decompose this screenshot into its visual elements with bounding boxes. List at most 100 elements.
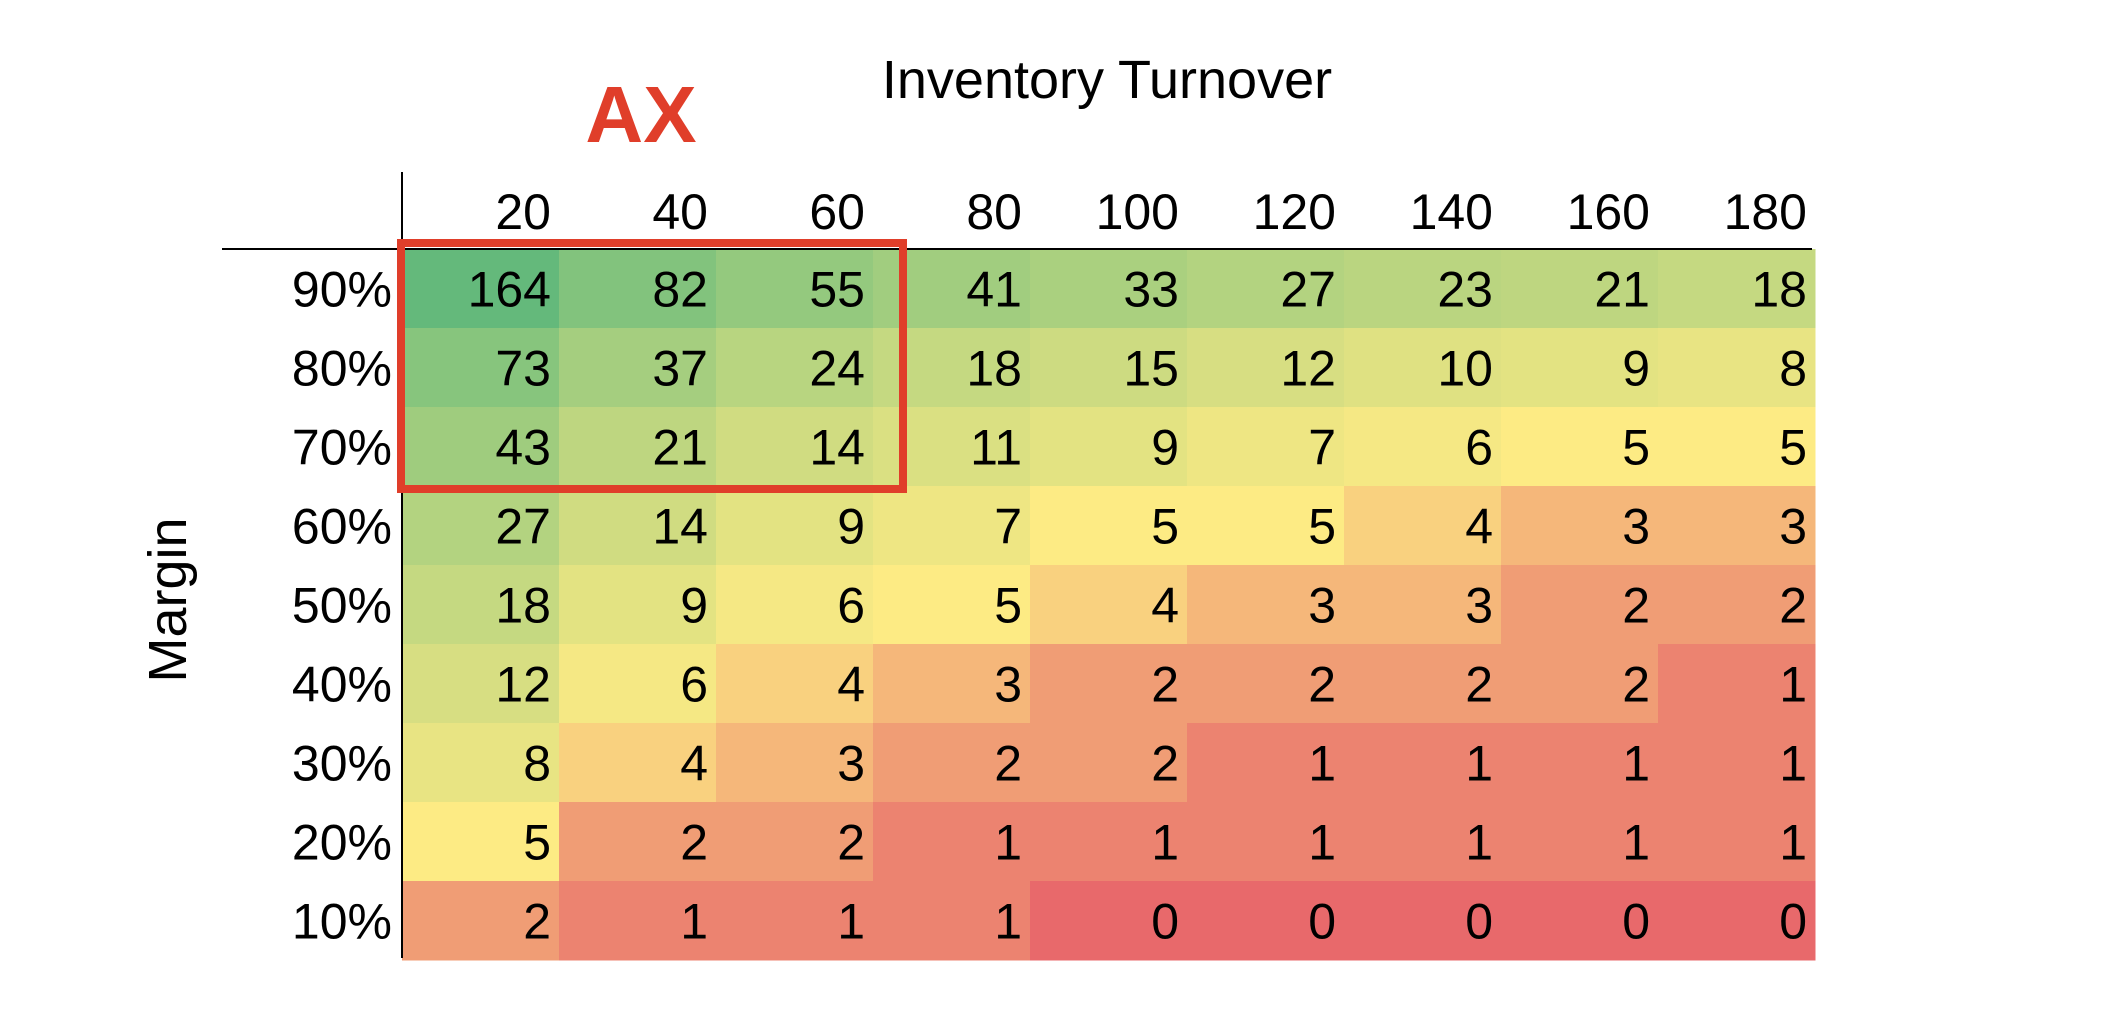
heatmap-cell (1344, 644, 1502, 724)
heatmap-cell (1344, 486, 1502, 566)
cell-value-label: 0 (1779, 894, 1807, 950)
cell-value-label: 18 (495, 578, 551, 634)
cell-value-label: 2 (994, 736, 1022, 792)
cell-value-label: 2 (1622, 578, 1650, 634)
heatmap-cell (1658, 881, 1816, 961)
x-tick-label: 180 (1724, 184, 1807, 240)
cell-value-label: 82 (652, 262, 708, 318)
heatmap-cell (873, 881, 1031, 961)
heatmap-cell (402, 881, 560, 961)
cell-value-label: 3 (1622, 499, 1650, 555)
heatmap-cell (873, 802, 1031, 882)
heatmap-cell (402, 565, 560, 645)
heatmap-cell (1187, 802, 1345, 882)
heatmap-cell (716, 644, 874, 724)
heatmap-cell (402, 486, 560, 566)
x-tick-label: 160 (1567, 184, 1650, 240)
heatmap-cell (873, 723, 1031, 803)
cell-value-label: 3 (994, 657, 1022, 713)
cell-value-label: 55 (809, 262, 865, 318)
cell-value-label: 27 (1280, 262, 1336, 318)
cell-value-label: 1 (994, 894, 1022, 950)
cell-value-label: 4 (1465, 499, 1493, 555)
cell-value-label: 2 (1465, 657, 1493, 713)
cell-value-label: 14 (809, 420, 865, 476)
heatmap-cell (1030, 644, 1188, 724)
heatmap-cell (1187, 881, 1345, 961)
cell-value-label: 1 (1779, 657, 1807, 713)
heatmap-cell (1344, 723, 1502, 803)
cell-value-label: 0 (1151, 894, 1179, 950)
ax-annotation: AX (397, 70, 907, 493)
heatmap-cell (1030, 249, 1188, 329)
heatmap-cell (716, 328, 874, 408)
heatmap-cell (1344, 328, 1502, 408)
cell-value-label: 3 (1465, 578, 1493, 634)
heatmap-cell (1501, 328, 1659, 408)
heatmap-cell (559, 249, 717, 329)
heatmap-cell (1658, 802, 1816, 882)
heatmap-cell (1658, 723, 1816, 803)
heatmap-cell (402, 802, 560, 882)
cell-value-label: 9 (1622, 341, 1650, 397)
cell-value-label: 5 (1779, 420, 1807, 476)
cell-value-label: 6 (680, 657, 708, 713)
cell-value-label: 7 (994, 499, 1022, 555)
heatmap-cell (1658, 249, 1816, 329)
cell-value-label: 73 (495, 341, 551, 397)
cell-value-label: 2 (680, 815, 708, 871)
cell-value-label: 2 (1151, 657, 1179, 713)
cell-value-label: 6 (1465, 420, 1493, 476)
cell-value-label: 2 (523, 894, 551, 950)
cell-value-label: 1 (1622, 815, 1650, 871)
y-tick-label: 30% (292, 736, 392, 792)
heatmap-cell (873, 565, 1031, 645)
heatmap-cell (559, 407, 717, 487)
cell-value-label: 1 (1308, 815, 1336, 871)
cell-value-label: 1 (837, 894, 865, 950)
cell-value-label: 43 (495, 420, 551, 476)
cell-value-label: 41 (966, 262, 1022, 318)
y-tick-label: 40% (292, 657, 392, 713)
heatmap-cell (1187, 565, 1345, 645)
heatmap-cell (559, 802, 717, 882)
y-tick-label: 80% (292, 341, 392, 397)
cell-value-label: 1 (1465, 815, 1493, 871)
heatmap-cell (559, 644, 717, 724)
x-axis-title: Inventory Turnover (882, 50, 1332, 110)
y-tick-label: 90% (292, 262, 392, 318)
heatmap-cell (1344, 802, 1502, 882)
cell-value-label: 18 (1751, 262, 1807, 318)
cell-value-label: 1 (1779, 815, 1807, 871)
heatmap-cell (1344, 249, 1502, 329)
y-axis-title: Margin (138, 517, 198, 682)
heatmap-cell (1030, 328, 1188, 408)
heatmap-cell (873, 644, 1031, 724)
heatmap-cell (1658, 486, 1816, 566)
heatmap-cell (1187, 486, 1345, 566)
y-tick-label: 10% (292, 894, 392, 950)
heatmap-cell (402, 723, 560, 803)
cell-value-label: 1 (994, 815, 1022, 871)
cell-value-label: 0 (1308, 894, 1336, 950)
heatmap-cell (559, 723, 717, 803)
heatmap-cells (402, 249, 1816, 961)
heatmap-cell (1344, 881, 1502, 961)
heatmap-cell (1658, 407, 1816, 487)
cell-value-label: 2 (837, 815, 865, 871)
heatmap-cell (1344, 407, 1502, 487)
cell-value-label: 2 (1779, 578, 1807, 634)
cell-value-label: 2 (1622, 657, 1650, 713)
cell-value-label: 9 (680, 578, 708, 634)
heatmap-cell (402, 249, 560, 329)
heatmap-cell (1187, 644, 1345, 724)
cell-value-label: 21 (652, 420, 708, 476)
cell-value-label: 2 (1151, 736, 1179, 792)
cell-value-label: 33 (1123, 262, 1179, 318)
heatmap-cell (1658, 644, 1816, 724)
cell-value-label: 9 (1151, 420, 1179, 476)
cell-value-label: 3 (837, 736, 865, 792)
y-tick-label: 20% (292, 815, 392, 871)
